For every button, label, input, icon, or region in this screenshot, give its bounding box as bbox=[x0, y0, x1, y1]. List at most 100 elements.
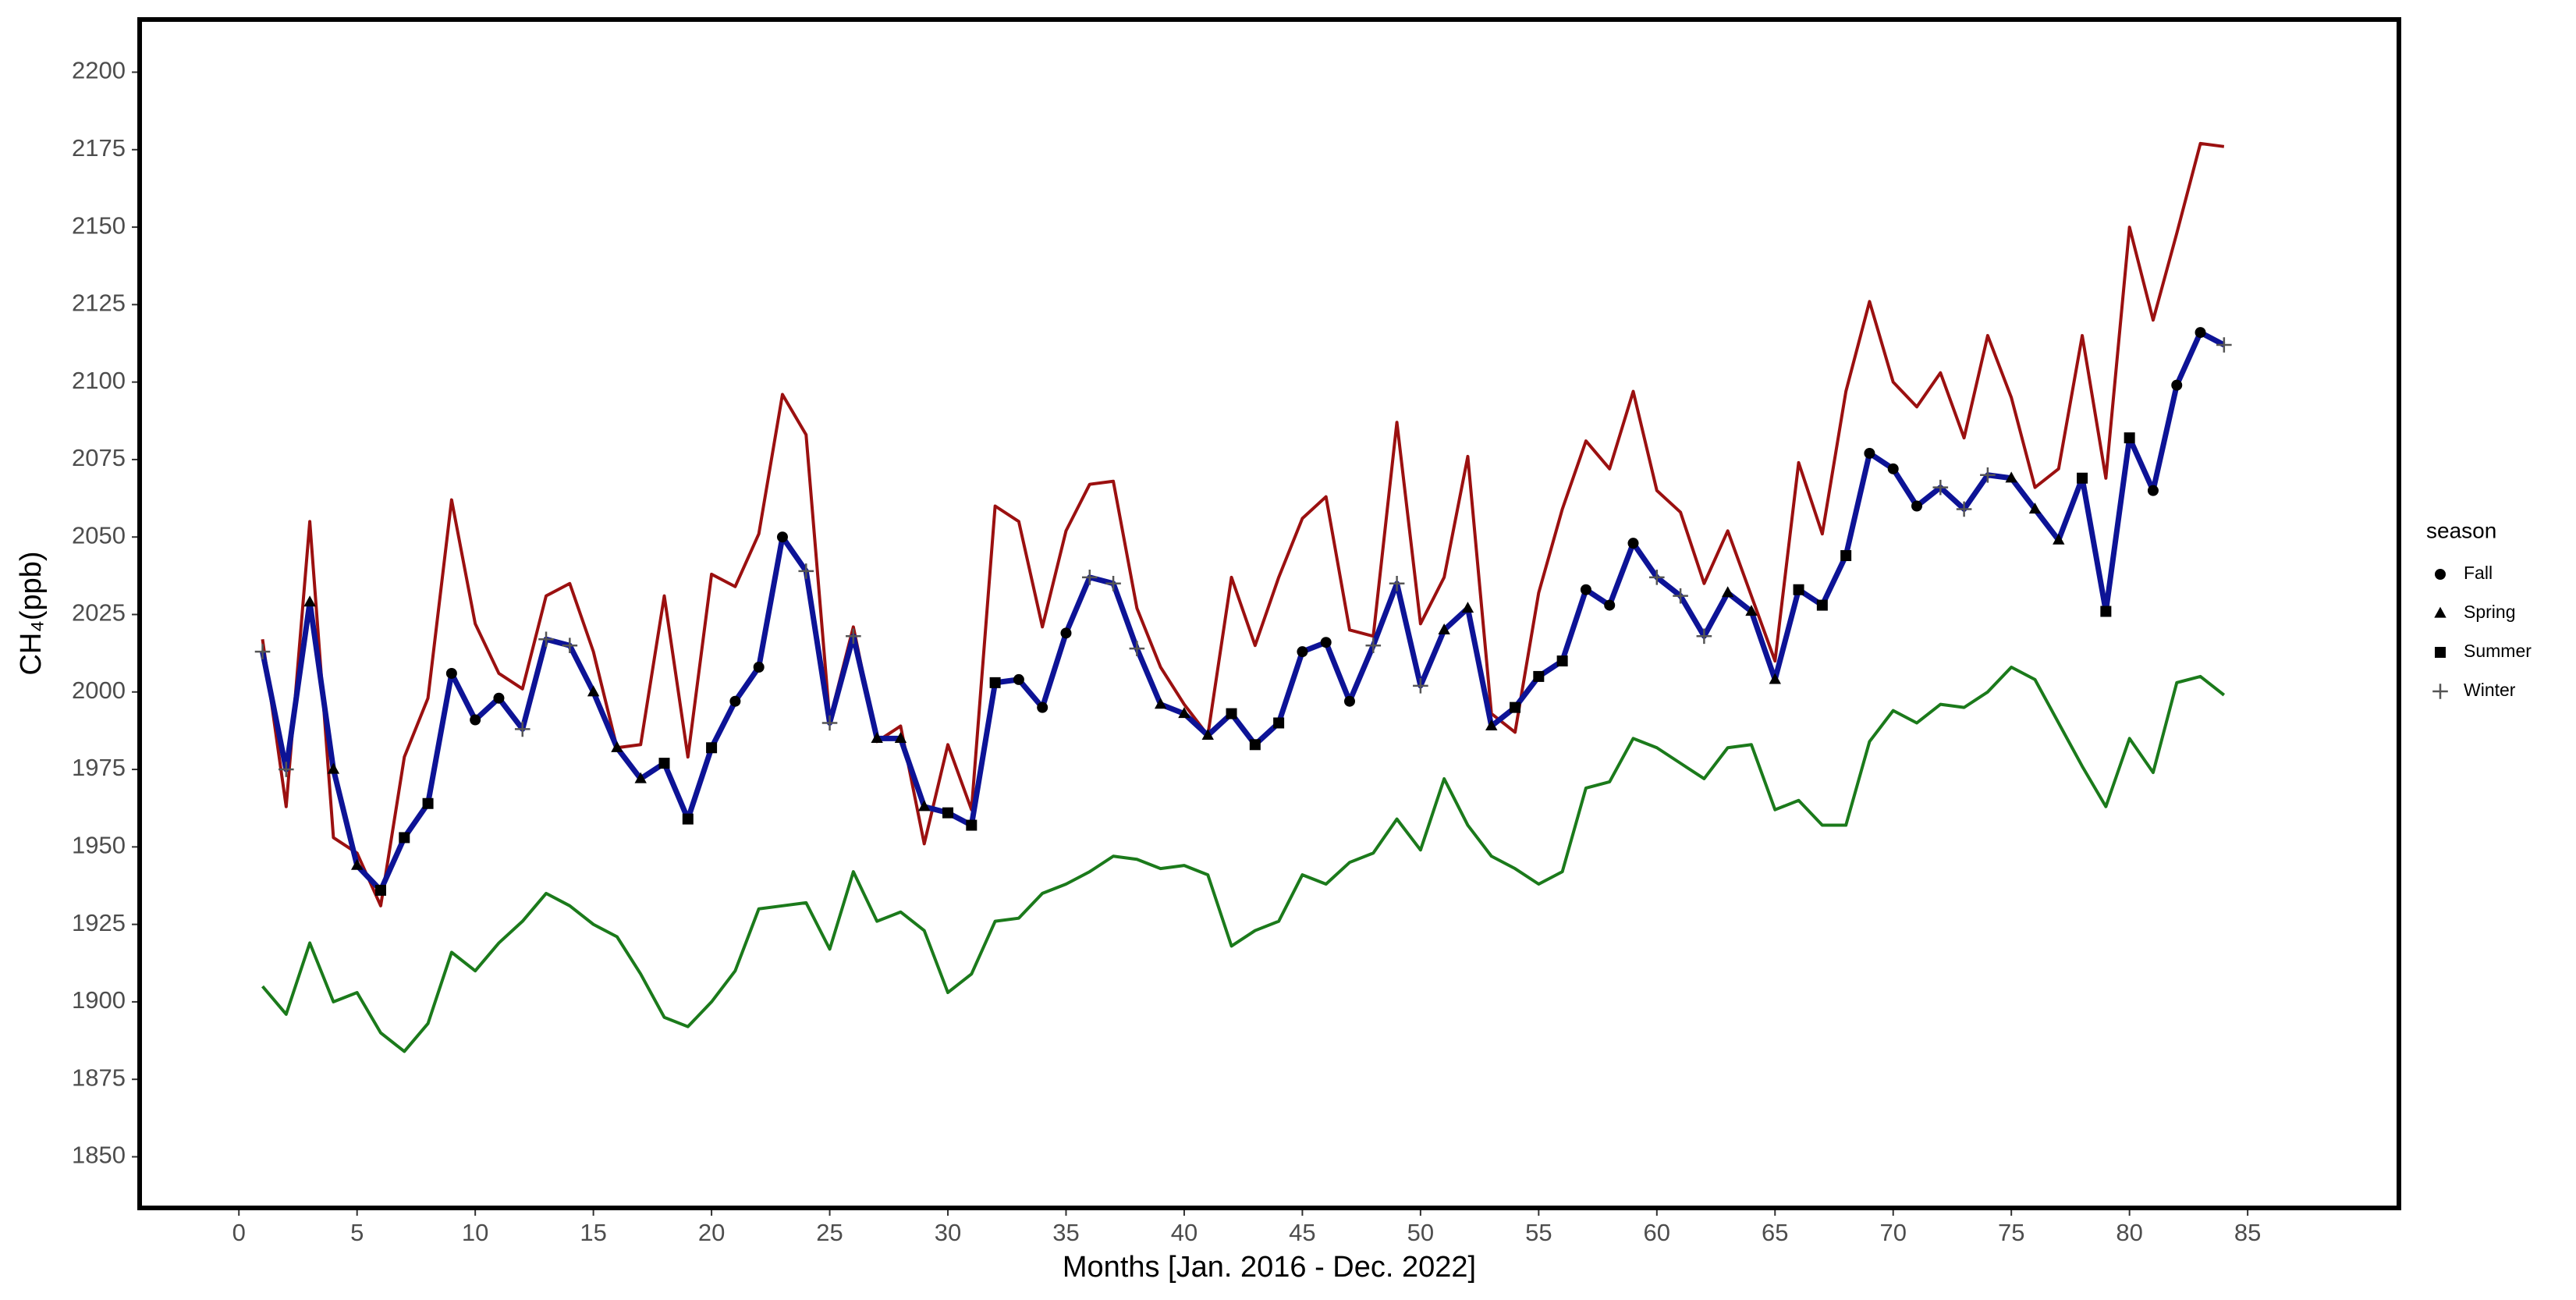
marker bbox=[1249, 739, 1261, 751]
marker bbox=[2171, 379, 2183, 391]
marker bbox=[1201, 728, 1214, 740]
marker bbox=[1696, 628, 1712, 645]
marker bbox=[753, 662, 765, 673]
marker bbox=[1081, 570, 1098, 585]
marker bbox=[966, 819, 978, 831]
marker bbox=[1154, 698, 1167, 709]
x-tick-label: 25 bbox=[816, 1219, 843, 1246]
x-tick-label: 50 bbox=[1407, 1219, 1434, 1246]
marker bbox=[989, 677, 1001, 688]
x-tick-label: 70 bbox=[1879, 1219, 1906, 1246]
marker bbox=[2195, 327, 2206, 339]
series-line bbox=[261, 666, 2226, 1053]
y-tick-label: 1875 bbox=[72, 1064, 126, 1091]
x-tick-label: 85 bbox=[2234, 1219, 2261, 1246]
marker bbox=[1037, 702, 1048, 713]
marker bbox=[279, 762, 294, 777]
y-tick-label: 2050 bbox=[72, 521, 126, 549]
y-tick-label: 2075 bbox=[72, 444, 126, 471]
legend-label: Summer bbox=[2464, 641, 2532, 661]
legend-title: season bbox=[2426, 518, 2496, 542]
series-line bbox=[260, 329, 2226, 893]
marker bbox=[1556, 655, 1568, 667]
marker bbox=[1438, 623, 1450, 634]
x-tick-label: 35 bbox=[1052, 1219, 1079, 1246]
marker bbox=[1129, 641, 1145, 656]
marker bbox=[587, 685, 600, 697]
marker bbox=[1721, 586, 1734, 598]
marker bbox=[2005, 471, 2017, 483]
marker bbox=[303, 595, 316, 607]
marker bbox=[1013, 673, 1024, 685]
marker bbox=[918, 800, 931, 812]
x-tick-label: 60 bbox=[1644, 1219, 1670, 1246]
x-tick-label: 75 bbox=[1998, 1219, 2024, 1246]
marker bbox=[1604, 599, 1616, 611]
legend-label: Spring bbox=[2464, 602, 2515, 622]
marker bbox=[254, 644, 271, 659]
marker bbox=[1980, 467, 1996, 483]
marker bbox=[1887, 463, 1899, 474]
y-tick-label: 2125 bbox=[72, 289, 126, 317]
x-tick-label: 5 bbox=[350, 1219, 364, 1246]
x-tick-label: 15 bbox=[580, 1219, 606, 1246]
marker bbox=[1956, 501, 1972, 517]
marker bbox=[1485, 719, 1498, 731]
marker bbox=[611, 741, 623, 752]
legend-label: Fall bbox=[2464, 563, 2493, 583]
marker bbox=[1533, 670, 1545, 682]
marker bbox=[493, 692, 505, 704]
x-tick-label: 30 bbox=[935, 1219, 961, 1246]
legend-marker bbox=[2435, 569, 2446, 580]
y-tick-label: 2150 bbox=[72, 211, 126, 239]
marker bbox=[1060, 627, 1072, 639]
marker bbox=[1226, 708, 1237, 719]
marker bbox=[846, 628, 861, 645]
y-tick-label: 1850 bbox=[72, 1142, 126, 1169]
marker bbox=[798, 563, 814, 579]
y-tick-label: 1950 bbox=[72, 832, 126, 859]
series-line bbox=[261, 141, 2225, 908]
marker bbox=[374, 884, 386, 896]
legend-marker bbox=[2432, 684, 2448, 699]
marker bbox=[2028, 503, 2042, 514]
marker bbox=[350, 858, 364, 870]
marker bbox=[1365, 638, 1382, 654]
marker bbox=[1673, 588, 1688, 604]
x-tick-label: 0 bbox=[232, 1219, 246, 1246]
marker bbox=[1649, 570, 1665, 585]
marker bbox=[1932, 479, 1949, 495]
marker bbox=[821, 715, 838, 731]
x-tick-label: 20 bbox=[698, 1219, 725, 1246]
marker bbox=[1745, 605, 1758, 616]
marker bbox=[1413, 678, 1428, 694]
marker bbox=[2124, 432, 2135, 444]
marker bbox=[562, 638, 578, 654]
x-axis-title: Months [Jan. 2016 - Dec. 2022] bbox=[1063, 1251, 1476, 1284]
x-tick-label: 80 bbox=[2116, 1219, 2142, 1246]
marker bbox=[2216, 337, 2232, 353]
x-tick-label: 55 bbox=[1525, 1219, 1552, 1246]
marker bbox=[1793, 584, 1804, 595]
marker bbox=[1510, 702, 1521, 713]
marker bbox=[682, 813, 694, 825]
marker bbox=[1864, 447, 1875, 459]
marker bbox=[2100, 606, 2112, 617]
y-tick-label: 2200 bbox=[72, 57, 126, 84]
y-axis-title: CH₄(ppb) bbox=[15, 551, 48, 675]
y-tick-label: 2000 bbox=[72, 677, 126, 704]
marker bbox=[1911, 500, 1923, 512]
y-tick-label: 2025 bbox=[72, 599, 126, 627]
y-tick-label: 1975 bbox=[72, 754, 126, 781]
marker bbox=[706, 742, 718, 754]
marker bbox=[1343, 695, 1355, 707]
x-tick-label: 65 bbox=[1762, 1219, 1788, 1246]
marker bbox=[634, 772, 647, 783]
marker bbox=[658, 758, 670, 769]
marker bbox=[2077, 472, 2088, 484]
marker bbox=[470, 714, 481, 726]
marker bbox=[538, 631, 554, 648]
x-tick-label: 10 bbox=[462, 1219, 488, 1246]
